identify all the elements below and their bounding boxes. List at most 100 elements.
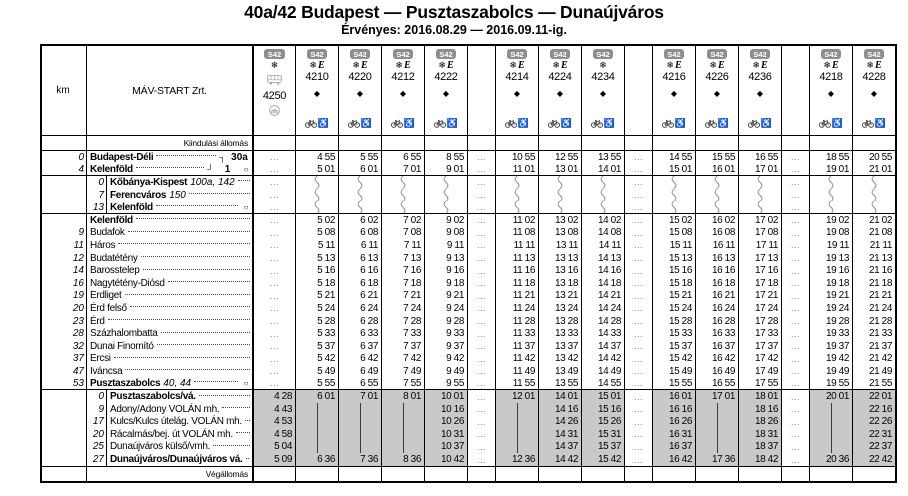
- departure-time: 10 16: [440, 403, 464, 415]
- km-column-header: km: [42, 46, 87, 135]
- departure-time: 7 42: [403, 353, 421, 365]
- departure-time: 14 31: [554, 428, 578, 440]
- time-cell: 22 37: [852, 440, 895, 454]
- time-cell: 19 08: [809, 226, 852, 240]
- time-cell: 13 37: [538, 339, 581, 353]
- no-service-dots: ...: [269, 303, 279, 314]
- alternate-route-wavy-line: [871, 188, 877, 202]
- empty-cell: [738, 466, 781, 481]
- time-cell: 21 28: [852, 314, 895, 328]
- station-name: Érdliget: [90, 290, 122, 302]
- alternate-route-wavy-line: [828, 201, 834, 213]
- non-stop-line: [516, 428, 518, 441]
- time-cell: [852, 176, 895, 189]
- service-symbols: ❄ E: [395, 60, 410, 71]
- no-service-dots: ...: [476, 378, 486, 389]
- empty-cell: [295, 136, 338, 150]
- diamond-symbol: ◆: [513, 89, 521, 98]
- km-cell: [42, 188, 87, 202]
- time-cell: 7 11: [381, 239, 424, 252]
- time-cell: 7 01: [381, 163, 424, 176]
- train-column-header: S42 ❄ E 4228 ◆ ♿: [852, 46, 895, 135]
- alternate-route-wavy-line: [714, 201, 720, 213]
- station-row: 28 Százhalombatta... 5 33 6 33 7 33 9 33... 11…: [42, 327, 895, 340]
- departure-time: 6 13: [360, 252, 378, 264]
- time-cell: 17 36: [695, 453, 738, 466]
- time-cell: 13 55: [581, 151, 624, 164]
- departure-time: 10 26: [440, 416, 464, 428]
- time-cell: 17 33: [738, 327, 781, 340]
- time-cell: 9 01: [424, 163, 467, 176]
- separator-cell: ...: [781, 188, 809, 202]
- departure-time: 11 01: [512, 163, 536, 175]
- no-service-dots: ...: [269, 353, 279, 364]
- time-cell: 15 16: [652, 264, 695, 277]
- departure-time: 14 11: [598, 239, 622, 251]
- departure-time: 16 28: [711, 315, 735, 327]
- empty-cell: [338, 466, 381, 481]
- departure-time: 8 55: [446, 151, 464, 163]
- km-cell: 9: [42, 226, 87, 240]
- separator-cell: ...: [467, 302, 495, 315]
- wheelchair-icon: ♿: [517, 118, 530, 128]
- separator-cell: ...: [624, 201, 652, 213]
- no-service-dots: ...: [269, 202, 279, 213]
- departure-time: 17 49: [754, 365, 778, 377]
- station-row: 19 Érdliget... 5 21 6 21 7 21 9 21... 11 21 13 …: [42, 289, 895, 303]
- no-service-dots: ...: [269, 215, 279, 226]
- departure-time: 16 42: [711, 353, 735, 365]
- departure-time: 16 21: [711, 290, 735, 302]
- departure-time: 19 55: [825, 377, 849, 389]
- time-cell: ...: [252, 289, 295, 303]
- separator-cell: ...: [467, 163, 495, 176]
- departure-time: 15 37: [597, 441, 621, 453]
- snowflake-icon: ❄: [752, 60, 760, 70]
- departure-time: 19 13: [825, 252, 849, 264]
- departure-time: 12 55: [554, 151, 578, 163]
- departure-time: 13 02: [554, 214, 578, 226]
- departure-time: 4 53: [274, 416, 292, 428]
- service-symbols: ❄: [271, 60, 279, 71]
- alternate-route-wavy-line: [871, 201, 877, 213]
- time-cell: [295, 402, 338, 416]
- sub-km-value: 25: [87, 440, 107, 454]
- time-cell: 14 01: [538, 390, 581, 403]
- alternate-route-wavy-line: [557, 201, 563, 213]
- time-cell: 17 28: [738, 314, 781, 328]
- separator-cell: ...: [781, 440, 809, 454]
- alternate-route-wavy-line: [671, 176, 677, 189]
- route-bracket: ┘: [207, 164, 214, 175]
- departure-time: 17 16: [754, 265, 778, 277]
- operator-label: MÁV-START Zrt.: [132, 84, 207, 97]
- bicycle-icon: [704, 119, 717, 128]
- departure-time: 5 24: [317, 302, 335, 314]
- train-number: 4236: [748, 71, 772, 83]
- snowflake-icon: ❄: [309, 60, 317, 70]
- alternate-route-wavy-line: [671, 188, 677, 202]
- snowflake-icon: ❄: [709, 60, 717, 70]
- accessibility-icons: ♿: [547, 119, 572, 128]
- km-cell: 37: [42, 352, 87, 366]
- wheelchair-icon: ♿: [317, 118, 330, 128]
- alternate-route-wavy-line: [357, 201, 363, 213]
- departure-time: 14 16: [597, 265, 621, 277]
- time-cell: ...: [252, 365, 295, 378]
- no-service-dots: ...: [790, 215, 800, 226]
- separator-cell: ...: [624, 264, 652, 277]
- time-cell: 18 55: [809, 151, 852, 164]
- time-cell: 6 55: [381, 151, 424, 164]
- time-cell: 11 08: [495, 226, 538, 240]
- time-cell: 6 28: [338, 314, 381, 328]
- departure-time: 18 16: [754, 403, 778, 415]
- departure-time: 6 49: [360, 365, 378, 377]
- departure-time: 5 21: [317, 290, 335, 302]
- dot-leader: [127, 230, 250, 232]
- departure-time: 6 16: [360, 265, 378, 277]
- empty-cell: [538, 136, 581, 150]
- departure-time: 11 21: [512, 290, 536, 302]
- dot-leader: [222, 407, 250, 409]
- time-cell: 22 26: [852, 415, 895, 429]
- no-service-dots: ...: [790, 240, 800, 251]
- train-column-header: S42 ❄ E 4224 ◆ ♿: [538, 46, 581, 135]
- no-service-dots: ...: [476, 429, 486, 440]
